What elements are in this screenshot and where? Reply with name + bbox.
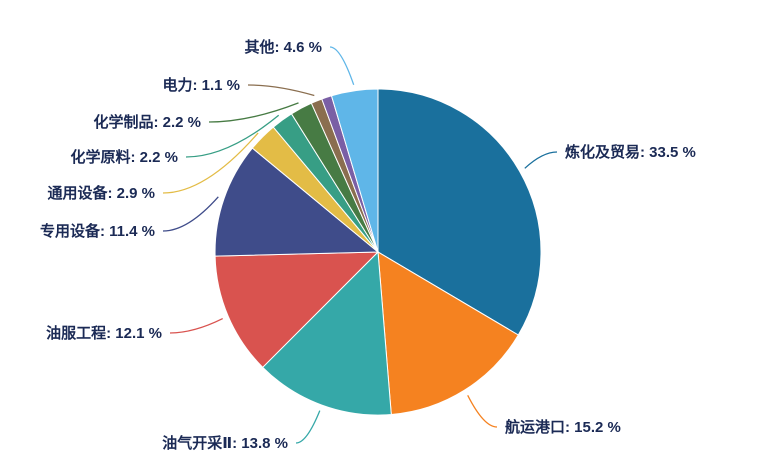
slice-label-通用设备: 通用设备: 2.9 % <box>47 184 155 202</box>
slice-label-电力: 电力: 1.1 % <box>162 76 240 94</box>
pie-slice-炼化及贸易 <box>377 88 542 336</box>
leader-line-通用设备 <box>162 132 259 194</box>
slice-label-航运港口: 航运港口: 15.2 % <box>505 418 621 436</box>
leader-line-化学制品 <box>208 102 299 123</box>
leader-line-炼化及贸易 <box>524 151 558 169</box>
leader-line-油气开采Ⅱ <box>295 410 321 444</box>
slice-label-油服工程: 油服工程: 12.1 % <box>46 324 162 342</box>
leader-line-电力 <box>247 84 315 97</box>
leader-line-其他 <box>329 46 355 86</box>
slice-label-油气开采Ⅱ: 油气开采Ⅱ: 13.8 % <box>162 434 288 452</box>
leader-line-油服工程 <box>169 318 223 334</box>
pie-slice-航运港口 <box>377 251 519 416</box>
pie-slice-油服工程 <box>214 251 380 369</box>
slice-label-其他: 其他: 4.6 % <box>244 38 322 56</box>
leader-line-化学原料 <box>185 114 280 158</box>
slice-label-专用设备: 专用设备: 11.4 % <box>40 222 155 240</box>
leader-line-专用设备 <box>162 196 219 232</box>
pie-slice-专用设备 <box>214 147 380 257</box>
slice-label-炼化及贸易: 炼化及贸易: 33.5 % <box>565 143 696 161</box>
pie-slice-油气开采Ⅱ <box>261 250 392 416</box>
pie-slice-其他 <box>330 88 379 253</box>
slice-label-化学制品: 化学制品: 2.2 % <box>93 113 201 131</box>
slice-label-化学原料: 化学原料: 2.2 % <box>70 148 178 166</box>
leader-line-航运港口 <box>467 395 498 428</box>
